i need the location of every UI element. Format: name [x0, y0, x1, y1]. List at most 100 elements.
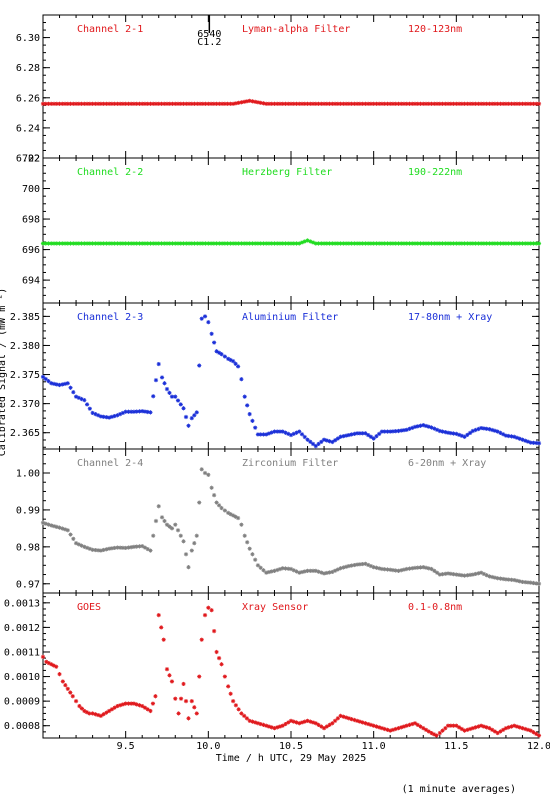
- data-point: [429, 425, 434, 430]
- data-point: [202, 613, 208, 618]
- data-point: [153, 241, 159, 246]
- data-point: [294, 430, 299, 435]
- data-point: [264, 241, 269, 246]
- data-point: [479, 570, 484, 575]
- data-point: [183, 552, 189, 557]
- data-point: [490, 101, 495, 106]
- data-point: [473, 241, 478, 246]
- data-point: [316, 722, 321, 727]
- data-point: [222, 508, 227, 513]
- data-point: [118, 412, 123, 417]
- data-point: [60, 526, 65, 531]
- data-point: [443, 241, 448, 246]
- data-point: [316, 241, 321, 246]
- data-point: [429, 101, 434, 106]
- data-point: [206, 472, 211, 477]
- data-point: [129, 241, 134, 246]
- data-point: [118, 241, 123, 246]
- data-point: [51, 524, 57, 529]
- data-point: [76, 101, 81, 106]
- data-point: [123, 101, 128, 106]
- data-point: [379, 726, 385, 731]
- data-point: [352, 101, 357, 106]
- panel-label: Channel 2-3: [77, 312, 143, 323]
- data-point: [98, 414, 103, 419]
- data-point: [68, 101, 73, 106]
- data-point: [65, 528, 70, 533]
- data-point: [454, 572, 459, 577]
- data-point: [465, 101, 470, 106]
- data-point: [219, 352, 224, 357]
- data-point: [194, 410, 199, 415]
- data-point: [503, 241, 509, 246]
- data-point: [355, 431, 360, 436]
- data-point: [206, 101, 211, 106]
- data-point: [327, 101, 332, 106]
- y-tick-label: 698: [22, 215, 40, 226]
- data-point: [275, 725, 280, 730]
- data-point: [173, 101, 178, 106]
- data-point: [440, 572, 445, 577]
- data-point: [212, 628, 217, 634]
- data-point: [316, 441, 321, 447]
- data-point: [126, 545, 131, 550]
- data-point: [479, 101, 484, 106]
- data-point: [423, 241, 429, 246]
- data-point: [374, 434, 379, 439]
- y-tick-label: 2.370: [10, 399, 40, 410]
- y-tick-label: 0.0013: [4, 598, 40, 609]
- data-point: [476, 724, 481, 729]
- data-point: [385, 567, 390, 572]
- data-point: [377, 241, 382, 246]
- data-point: [71, 241, 76, 246]
- y-tick-label: 6.22: [16, 154, 40, 165]
- data-point: [465, 432, 470, 437]
- data-point: [335, 567, 340, 572]
- data-point: [374, 101, 379, 106]
- data-point: [153, 694, 158, 699]
- data-point: [481, 724, 486, 729]
- data-point: [366, 562, 371, 568]
- data-point: [346, 241, 351, 246]
- data-point: [258, 721, 263, 727]
- data-point: [206, 241, 211, 246]
- data-point: [169, 526, 175, 531]
- data-point: [150, 701, 156, 706]
- data-point: [484, 725, 489, 730]
- data-point: [164, 522, 170, 527]
- data-point: [302, 101, 307, 106]
- data-point: [310, 568, 316, 573]
- data-point: [512, 241, 517, 246]
- data-point: [219, 505, 224, 511]
- data-point: [73, 241, 79, 246]
- data-point: [145, 241, 150, 246]
- data-point: [470, 241, 475, 246]
- data-point: [382, 429, 387, 434]
- panel-frame: [42, 14, 540, 159]
- data-point: [401, 724, 407, 729]
- data-point: [194, 533, 199, 538]
- data-point: [65, 101, 70, 106]
- data-point: [344, 101, 349, 106]
- data-point: [82, 544, 87, 549]
- data-point: [186, 241, 192, 246]
- data-point: [107, 708, 112, 714]
- data-point: [195, 241, 200, 246]
- data-point: [233, 703, 238, 708]
- data-point: [43, 521, 48, 526]
- data-point: [264, 101, 269, 106]
- panel-frame: [42, 302, 540, 450]
- data-point: [297, 101, 302, 106]
- data-point: [186, 565, 191, 570]
- data-point: [170, 101, 175, 106]
- data-point: [87, 241, 92, 246]
- data-point: [212, 493, 217, 498]
- data-point: [404, 241, 409, 246]
- data-point: [371, 101, 376, 106]
- data-point: [186, 423, 191, 428]
- data-point: [509, 101, 514, 106]
- data-point: [316, 569, 321, 574]
- data-point: [54, 524, 59, 530]
- data-point: [418, 101, 423, 106]
